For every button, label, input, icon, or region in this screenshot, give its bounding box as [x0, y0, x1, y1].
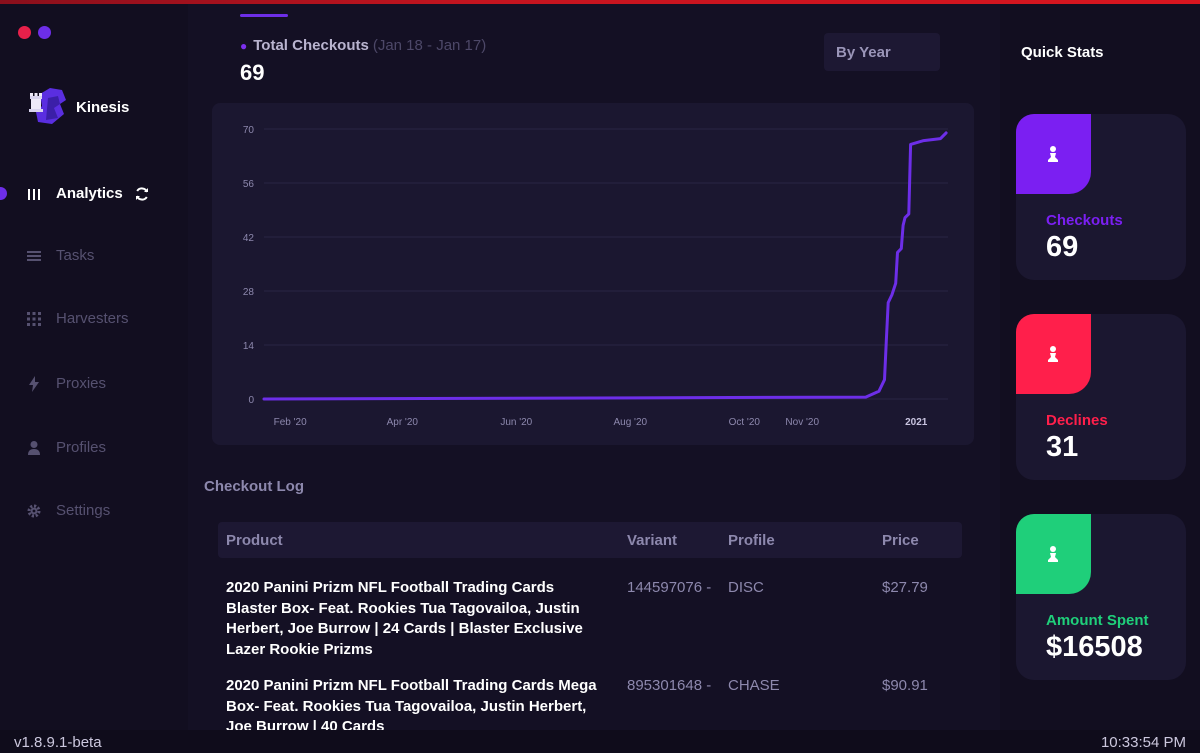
sidebar-item-profiles[interactable]: Profiles [0, 433, 188, 463]
stat-icon-box [1016, 314, 1091, 394]
version-label: v1.8.9.1-beta [14, 734, 102, 751]
y-tick-label: 28 [243, 287, 255, 298]
brand-name: Kinesis [76, 99, 130, 116]
sidebar-item-harvesters[interactable]: Harvesters [0, 304, 188, 334]
variant-cell: 144597076 - [627, 579, 712, 596]
tab-indicator [240, 14, 288, 17]
y-tick-label: 70 [243, 125, 255, 136]
sidebar-item-proxies[interactable]: Proxies [0, 369, 188, 399]
x-tick-label: 2021 [905, 417, 928, 428]
product-cell: 2020 Panini Prizm NFL Football Trading C… [226, 579, 583, 658]
status-bar: v1.8.9.1-beta 10:33:54 PM [0, 730, 1200, 753]
window-top-accent [0, 0, 1200, 4]
product-cell: 2020 Panini Prizm NFL Football Trading C… [226, 677, 597, 735]
person-icon [28, 441, 40, 455]
table-header: Product Variant Profile Price [218, 522, 962, 558]
x-tick-label: Nov '20 [785, 417, 819, 428]
price-cell: $27.79 [882, 579, 928, 596]
checkout-log-title: Checkout Log [204, 478, 304, 495]
sidebar-item-tasks[interactable]: Tasks [0, 241, 188, 271]
chart-title-text: Total Checkouts [253, 37, 369, 54]
series-bullet-icon: ● [240, 39, 248, 53]
sidebar-item-label: Proxies [56, 375, 107, 392]
stat-value: $16508 [1046, 631, 1143, 663]
variant-cell: 895301648 - [627, 677, 712, 694]
refresh-icon[interactable] [134, 186, 150, 202]
stat-icon-box [1016, 114, 1091, 194]
checkout-log-table: Product Variant Profile Price 2020 Panin… [218, 522, 962, 736]
x-tick-label: Oct '20 [729, 417, 761, 428]
chess-pawn-icon [1048, 546, 1058, 562]
stat-value: 31 [1046, 431, 1079, 463]
y-tick-label: 14 [243, 341, 255, 352]
stat-card-checkouts: Checkouts 69 [1016, 114, 1186, 280]
sidebar: Kinesis Analytics Tasks Harvesters [0, 4, 188, 730]
stat-card-declines: Declines 31 [1016, 314, 1186, 480]
sidebar-item-label: Profiles [56, 439, 107, 456]
stat-label: Declines [1046, 412, 1108, 429]
profile-cell: DISC [728, 579, 764, 596]
sidebar-item-label: Harvesters [56, 310, 129, 327]
table-row[interactable]: 2020 Panini Prizm NFL Football Trading C… [218, 558, 962, 658]
analytics-panel: ● Total Checkouts (Jan 18 - Jan 17) 69 By … [188, 4, 1000, 735]
quick-stats-title: Quick Stats [1021, 44, 1104, 61]
chart-canvas: 0 14 28 42 56 70 Feb '20 Apr '20 Jun '20 Aug '20 O… [243, 125, 948, 428]
date-range: (Jan 18 - Jan 17) [372, 37, 487, 54]
checkouts-chart: 0 14 28 42 56 70 Feb '20 Apr '20 Jun '20 Aug '20 O… [212, 103, 974, 445]
total-checkouts-value: 69 [240, 60, 265, 85]
bar-chart-icon [28, 189, 40, 200]
kinesis-logo [29, 88, 66, 124]
chart-title: ● Total Checkouts (Jan 18 - Jan 17) [240, 37, 486, 54]
gear-icon [27, 504, 41, 518]
window-close-button[interactable] [18, 26, 31, 39]
period-select[interactable]: By Year [824, 33, 940, 71]
chess-pawn-icon [1048, 346, 1058, 362]
active-indicator [0, 187, 7, 200]
stat-value: 69 [1046, 231, 1079, 263]
clock-label: 10:33:54 PM [1100, 734, 1186, 751]
sidebar-item-label: Settings [56, 502, 111, 519]
chess-pawn-icon [1048, 146, 1058, 162]
profile-cell: CHASE [728, 677, 780, 694]
stat-icon-box [1016, 514, 1091, 594]
column-header-product[interactable]: Product [226, 532, 283, 549]
sidebar-item-settings[interactable]: Settings [0, 496, 188, 526]
sidebar-item-label: Analytics [56, 185, 123, 202]
y-tick-label: 56 [243, 179, 255, 190]
quick-stats-panel: Quick Stats Checkouts 69 Declines 31 Amo… [1000, 4, 1200, 730]
price-cell: $90.91 [882, 677, 928, 694]
lightning-icon [29, 376, 39, 392]
sidebar-item-label: Tasks [56, 247, 95, 264]
stat-card-amount-spent: Amount Spent $16508 [1016, 514, 1186, 680]
x-tick-label: Jun '20 [500, 417, 532, 428]
y-tick-label: 0 [248, 395, 254, 406]
column-header-price[interactable]: Price [882, 532, 919, 549]
column-header-variant[interactable]: Variant [627, 532, 678, 549]
grid-icon [27, 312, 41, 326]
window-minimize-button[interactable] [38, 26, 51, 39]
sidebar-item-analytics[interactable]: Analytics [0, 179, 188, 209]
x-tick-label: Feb '20 [274, 417, 307, 428]
table-row[interactable]: 2020 Panini Prizm NFL Football Trading C… [218, 656, 962, 736]
x-tick-label: Aug '20 [613, 417, 647, 428]
list-icon [27, 251, 41, 261]
stat-label: Checkouts [1046, 212, 1123, 229]
y-tick-label: 42 [243, 233, 255, 244]
series-line [262, 131, 948, 401]
stat-label: Amount Spent [1046, 612, 1149, 629]
column-header-profile[interactable]: Profile [728, 532, 775, 549]
x-tick-label: Apr '20 [387, 417, 419, 428]
